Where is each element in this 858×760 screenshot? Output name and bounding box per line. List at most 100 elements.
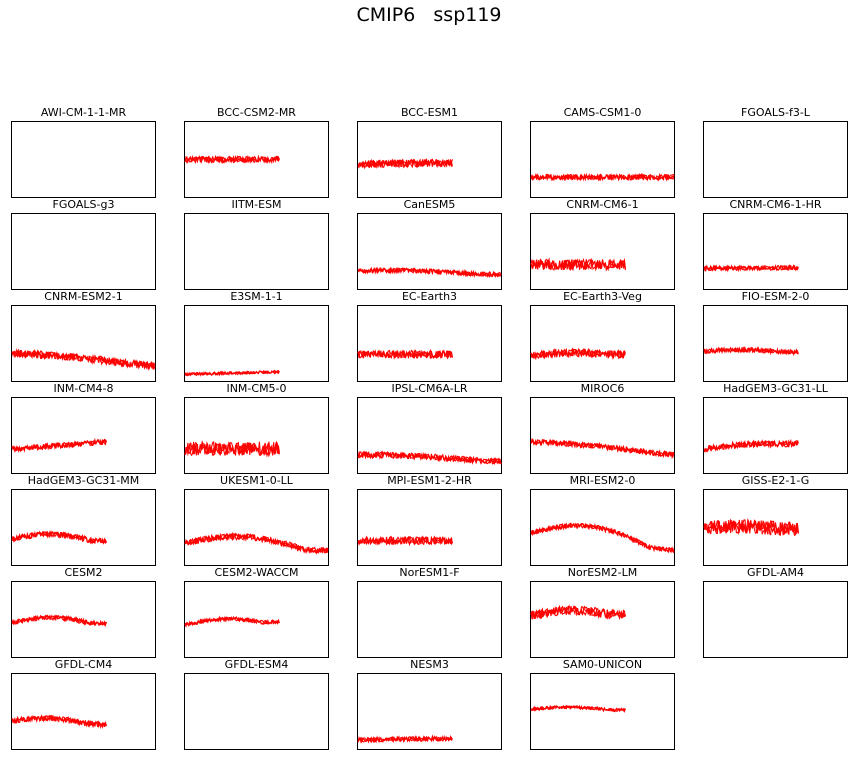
series-line (11, 614, 107, 627)
axes-frame (530, 121, 675, 198)
subplot-fio-esm-2-0: FIO-ESM-2-0 (703, 290, 848, 382)
subplot-cnrm-esm2-1: CNRM-ESM2-1 (11, 290, 156, 382)
subplot-cesm2: CESM2 (11, 566, 156, 658)
series-line (530, 172, 675, 182)
subplot-axes (11, 213, 156, 290)
series-line (703, 518, 799, 536)
series-line (11, 614, 107, 626)
axes-frame (11, 489, 156, 566)
subplot-axes (11, 397, 156, 474)
subplot-gfdl-esm4: GFDL-ESM4 (184, 658, 329, 750)
axes-frame (703, 305, 848, 382)
subplot-axes (184, 397, 329, 474)
axes-frame (11, 397, 156, 474)
subplot-title: CAMS-CSM1-0 (563, 106, 642, 119)
series-line (357, 158, 453, 169)
subplot-gfdl-am4: GFDL-AM4 (703, 566, 848, 658)
series-line (703, 264, 799, 273)
subplot-miroc6: MIROC6 (530, 382, 675, 474)
series-line (11, 348, 156, 370)
axes-frame (530, 673, 675, 750)
subplot-axes (530, 673, 675, 750)
subplot-title: CNRM-ESM2-1 (44, 290, 123, 303)
subplot-axes (11, 305, 156, 382)
subplot-giss-e2-1-g: GISS-E2-1-G (703, 474, 848, 566)
axes-frame (530, 213, 675, 290)
subplot-title: IITM-ESM (231, 198, 282, 211)
subplot-axes (184, 121, 329, 198)
series-line (11, 714, 107, 729)
subplot-axes (703, 121, 848, 198)
subplot-title: INM-CM4-8 (53, 382, 114, 395)
subplot-axes (184, 673, 329, 750)
series-line (11, 437, 107, 453)
series-line (530, 704, 626, 713)
subplot-cnrm-cm6-1-hr: CNRM-CM6-1-HR (703, 198, 848, 290)
subplot-title: CNRM-CM6-1 (566, 198, 639, 211)
subplot-hadgem3-gc31-ll: HadGEM3-GC31-LL (703, 382, 848, 474)
series-line (530, 437, 675, 460)
subplot-axes (357, 489, 502, 566)
subplot-title: NorESM2-LM (567, 566, 638, 579)
subplot-nesm3: NESM3 (357, 658, 502, 750)
subplot-title: NorESM1-F (399, 566, 460, 579)
axes-frame (703, 213, 848, 290)
subplot-noresm2-lm: NorESM2-LM (530, 566, 675, 658)
axes-frame (11, 673, 156, 750)
subplot-title: IPSL-CM6A-LR (391, 382, 468, 395)
series-line (530, 257, 626, 271)
series-line (703, 346, 799, 356)
subplot-axes (184, 581, 329, 658)
subplot-title: E3SM-1-1 (230, 290, 283, 303)
series-line (184, 370, 280, 377)
subplot-iitm-esm: IITM-ESM (184, 198, 329, 290)
subplot-ec-earth3-veg: EC-Earth3-Veg (530, 290, 675, 382)
subplot-title: MRI-ESM2-0 (569, 474, 636, 487)
subplot-title: BCC-ESM1 (400, 106, 459, 119)
subplot-title: MIROC6 (580, 382, 625, 395)
axes-frame (11, 305, 156, 382)
axes-frame (184, 305, 329, 382)
subplot-bcc-csm2-mr: BCC-CSM2-MR (184, 106, 329, 198)
subplot-mpi-esm1-2-hr: MPI-ESM1-2-HR (357, 474, 502, 566)
subplot-title: INM-CM5-0 (226, 382, 287, 395)
axes-frame (357, 581, 502, 658)
series-line (357, 451, 502, 465)
subplot-cesm2-waccm: CESM2-WACCM (184, 566, 329, 658)
subplot-axes (530, 489, 675, 566)
subplot-axes (357, 581, 502, 658)
axes-frame (357, 305, 502, 382)
subplot-axes (530, 581, 675, 658)
subplot-title: GFDL-CM4 (54, 658, 113, 671)
subplot-bcc-esm1: BCC-ESM1 (357, 106, 502, 198)
subplot-canesm5: CanESM5 (357, 198, 502, 290)
series-line (530, 704, 626, 713)
subplot-title: BCC-CSM2-MR (217, 106, 296, 119)
subplot-axes (11, 489, 156, 566)
axes-frame (184, 213, 329, 290)
axes-frame (184, 397, 329, 474)
subplot-axes (11, 673, 156, 750)
subplot-title: AWI-CM-1-1-MR (40, 106, 127, 119)
subplot-axes (184, 213, 329, 290)
subplot-fgoals-g3: FGOALS-g3 (11, 198, 156, 290)
subplot-axes (703, 213, 848, 290)
subplot-gfdl-cm4: GFDL-CM4 (11, 658, 156, 750)
series-line (530, 258, 626, 272)
subplot-title: NESM3 (410, 658, 449, 671)
axes-frame (703, 581, 848, 658)
series-line (184, 154, 280, 164)
subplot-title: CanESM5 (403, 198, 456, 211)
axes-frame (357, 397, 502, 474)
subplot-title: MPI-ESM1-2-HR (387, 474, 472, 487)
subplot-title: GFDL-ESM4 (224, 658, 289, 671)
axes-frame (357, 121, 502, 198)
subplot-axes (530, 305, 675, 382)
series-line (11, 438, 107, 453)
subplot-noresm1-f: NorESM1-F (357, 566, 502, 658)
figure-title: CMIP6 ssp119 (356, 4, 502, 26)
subplot-ukesm1-0-ll: UKESM1-0-LL (184, 474, 329, 566)
subplot-title: HadGEM3-GC31-LL (723, 382, 828, 395)
subplot-title: CESM2 (64, 566, 103, 579)
